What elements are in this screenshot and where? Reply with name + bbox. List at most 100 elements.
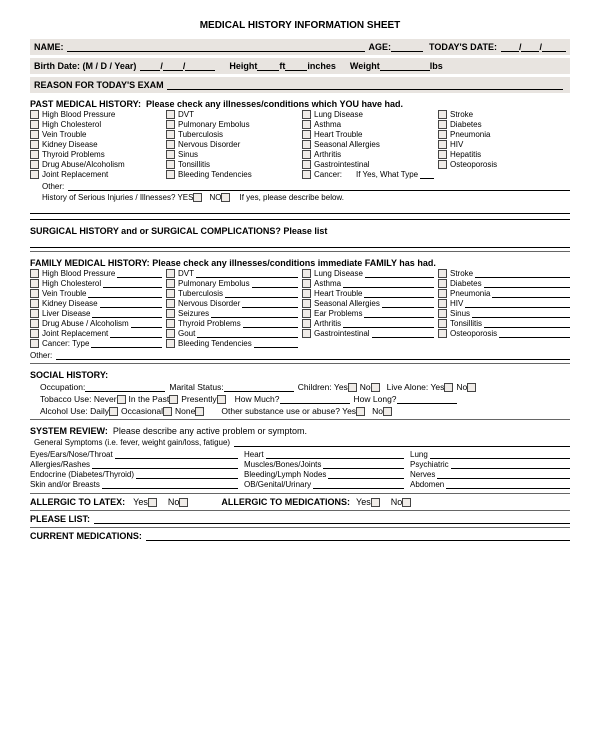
condition-checkbox[interactable] — [30, 110, 39, 119]
condition-checkbox[interactable] — [166, 110, 175, 119]
height-ft-input[interactable] — [257, 61, 279, 71]
pmh-other-input[interactable] — [68, 182, 570, 191]
condition-line[interactable] — [492, 290, 570, 298]
occupation-input[interactable] — [85, 383, 165, 392]
condition-checkbox[interactable] — [30, 269, 39, 278]
condition-checkbox[interactable] — [30, 150, 39, 159]
condition-line[interactable] — [196, 270, 298, 278]
condition-checkbox[interactable] — [302, 289, 311, 298]
condition-line[interactable] — [243, 320, 298, 328]
condition-line[interactable] — [382, 300, 434, 308]
latex-no-checkbox[interactable] — [179, 498, 188, 507]
sr-input[interactable] — [437, 471, 570, 479]
pmh-injuries-yes-checkbox[interactable] — [193, 193, 202, 202]
condition-line[interactable] — [254, 340, 298, 348]
condition-checkbox[interactable] — [166, 299, 175, 308]
children-yes-checkbox[interactable] — [348, 383, 357, 392]
reason-input[interactable] — [167, 80, 563, 90]
condition-checkbox[interactable] — [30, 329, 39, 338]
condition-line[interactable] — [252, 280, 298, 288]
condition-checkbox[interactable] — [166, 170, 175, 179]
howmuch-input[interactable] — [280, 395, 350, 404]
sr-general-input[interactable] — [234, 438, 570, 447]
name-input[interactable] — [67, 42, 366, 52]
pmh-describe-line[interactable] — [30, 204, 570, 214]
condition-checkbox[interactable] — [302, 170, 311, 179]
condition-line[interactable] — [100, 300, 162, 308]
tobacco-past-checkbox[interactable] — [169, 395, 178, 404]
sr-input[interactable] — [136, 471, 238, 479]
sr-input[interactable] — [328, 471, 404, 479]
children-no-checkbox[interactable] — [371, 383, 380, 392]
please-list-input[interactable] — [94, 515, 570, 524]
condition-line[interactable] — [92, 310, 162, 318]
sr-input[interactable] — [323, 461, 404, 469]
othersub-yes-checkbox[interactable] — [356, 407, 365, 416]
bd-m-input[interactable] — [140, 61, 160, 71]
condition-line[interactable] — [110, 330, 162, 338]
condition-line[interactable] — [88, 290, 162, 298]
condition-checkbox[interactable] — [302, 269, 311, 278]
condition-checkbox[interactable] — [438, 269, 447, 278]
weight-input[interactable] — [380, 61, 430, 71]
condition-line[interactable] — [225, 290, 298, 298]
condition-checkbox[interactable] — [302, 329, 311, 338]
condition-line[interactable] — [343, 320, 434, 328]
sr-input[interactable] — [313, 481, 404, 489]
condition-checkbox[interactable] — [438, 110, 447, 119]
condition-line[interactable] — [197, 330, 298, 338]
sr-input[interactable] — [430, 451, 570, 459]
condition-line[interactable] — [484, 280, 570, 288]
sr-input[interactable] — [115, 451, 238, 459]
fmh-other-input[interactable] — [56, 351, 570, 360]
othersub-no-checkbox[interactable] — [383, 407, 392, 416]
condition-line[interactable] — [365, 270, 434, 278]
sr-input[interactable] — [102, 481, 238, 489]
condition-checkbox[interactable] — [438, 150, 447, 159]
latex-yes-checkbox[interactable] — [148, 498, 157, 507]
condition-checkbox[interactable] — [302, 150, 311, 159]
condition-line[interactable] — [472, 310, 570, 318]
sr-input[interactable] — [451, 461, 570, 469]
date-y-input[interactable] — [542, 42, 566, 52]
sr-input[interactable] — [266, 451, 404, 459]
height-in-input[interactable] — [285, 61, 307, 71]
condition-checkbox[interactable] — [30, 319, 39, 328]
condition-checkbox[interactable] — [302, 160, 311, 169]
condition-checkbox[interactable] — [438, 319, 447, 328]
condition-line[interactable] — [484, 320, 570, 328]
condition-line[interactable] — [211, 310, 298, 318]
condition-checkbox[interactable] — [438, 160, 447, 169]
condition-checkbox[interactable] — [166, 329, 175, 338]
bd-y-input[interactable] — [185, 61, 215, 71]
sr-input[interactable] — [446, 481, 570, 489]
current-meds-input[interactable] — [146, 532, 570, 541]
condition-checkbox[interactable] — [30, 130, 39, 139]
condition-line[interactable] — [117, 270, 162, 278]
condition-line[interactable] — [364, 290, 434, 298]
condition-checkbox[interactable] — [166, 339, 175, 348]
condition-checkbox[interactable] — [166, 120, 175, 129]
condition-checkbox[interactable] — [30, 339, 39, 348]
pmh-injuries-no-checkbox[interactable] — [221, 193, 230, 202]
condition-line[interactable] — [242, 300, 298, 308]
condition-checkbox[interactable] — [438, 329, 447, 338]
livealone-no-checkbox[interactable] — [467, 383, 476, 392]
livealone-yes-checkbox[interactable] — [444, 383, 453, 392]
cancer-type-input[interactable] — [420, 171, 434, 179]
condition-checkbox[interactable] — [438, 299, 447, 308]
condition-checkbox[interactable] — [166, 140, 175, 149]
condition-checkbox[interactable] — [166, 289, 175, 298]
condition-line[interactable] — [372, 330, 434, 338]
condition-line[interactable] — [465, 300, 570, 308]
sr-input[interactable] — [92, 461, 238, 469]
condition-checkbox[interactable] — [30, 120, 39, 129]
condition-checkbox[interactable] — [30, 309, 39, 318]
condition-checkbox[interactable] — [166, 319, 175, 328]
condition-checkbox[interactable] — [166, 160, 175, 169]
condition-checkbox[interactable] — [166, 279, 175, 288]
condition-checkbox[interactable] — [438, 309, 447, 318]
condition-checkbox[interactable] — [302, 120, 311, 129]
condition-checkbox[interactable] — [30, 289, 39, 298]
condition-line[interactable] — [91, 340, 162, 348]
